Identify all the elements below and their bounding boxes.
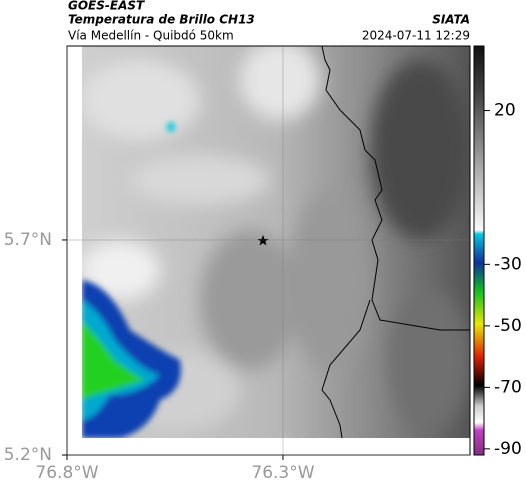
colorbar-tick-label: 20 [494,101,516,121]
x-tick-label: 76.8°W [35,463,98,483]
y-tick-label: 5.2°N [4,445,52,465]
region: Vía Medellín - Quibdó 50km [68,29,234,43]
timestamp: 2024-07-11 12:29 [362,29,470,43]
title: GOES-EAST [68,0,145,13]
colorbar-tick-label: -30 [494,254,522,274]
subtitle: Temperatura de Brillo CH13 [68,13,255,27]
source: SIATA [432,13,470,27]
colorbar-tick-label: -70 [494,377,522,397]
y-tick-label: 5.7°N [4,230,52,250]
colorbar-tick-label: -50 [494,316,522,336]
x-tick-label: 76.3°W [251,463,314,483]
colorbar [473,45,485,456]
satellite-image [82,46,470,438]
colorbar-tick-label: -90 [494,439,522,459]
header: GOES-EAST Temperatura de Brillo CH13 Vía… [68,0,470,43]
